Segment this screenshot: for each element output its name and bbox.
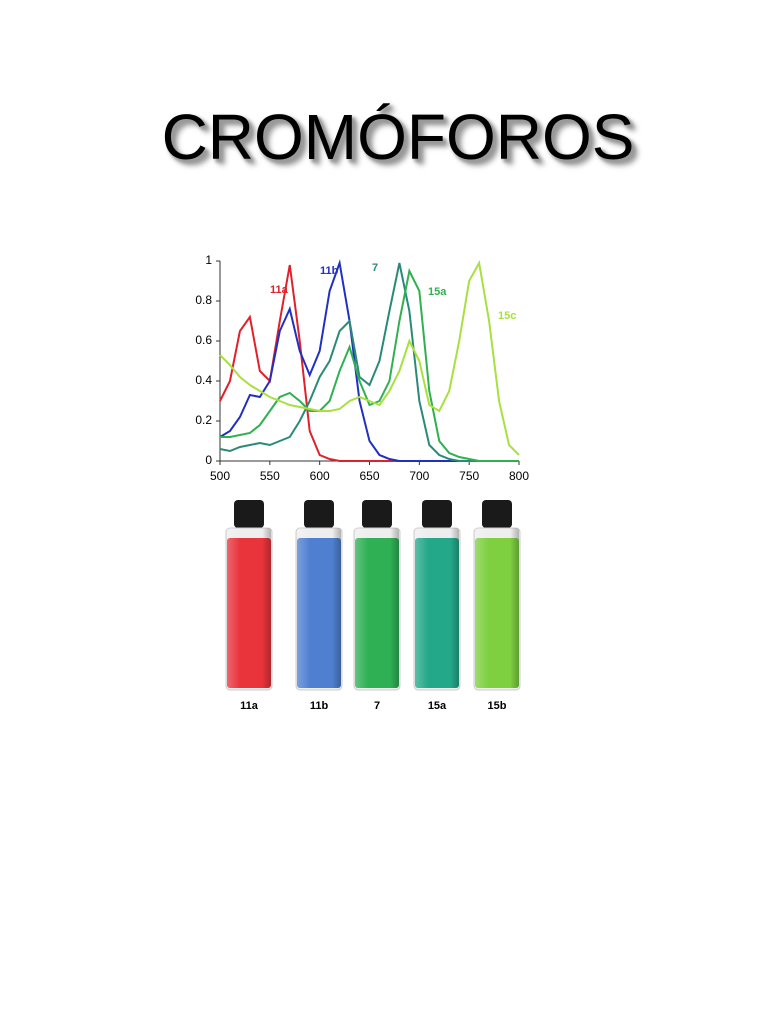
vial-shine — [227, 528, 271, 688]
series-line — [219, 262, 519, 462]
series-label: 15c — [498, 310, 516, 322]
y-tick-label: 0.6 — [195, 333, 212, 347]
x-tick-label: 700 — [409, 469, 429, 483]
vial-label: 15b — [488, 700, 507, 712]
vial-label: 15a — [428, 700, 447, 712]
y-tick-label: 1 — [205, 253, 212, 267]
series-label: 11a — [270, 284, 289, 296]
vial-photo: 11a 11b 7 15a 15b — [225, 500, 521, 712]
vial-cap — [304, 500, 334, 528]
vial-cap — [422, 500, 452, 528]
vial-label: 11a — [240, 700, 259, 712]
x-tick-label: 650 — [359, 469, 379, 483]
vial-shine — [415, 528, 459, 688]
x-tick-label: 550 — [260, 469, 280, 483]
x-tick-label: 750 — [459, 469, 479, 483]
vial-label: 7 — [374, 700, 380, 712]
x-tick-label: 800 — [509, 469, 529, 483]
vial-label: 11b — [310, 700, 329, 712]
y-tick-label: 0.2 — [195, 413, 212, 427]
series-label: 11b — [320, 265, 339, 277]
x-tick-label: 500 — [210, 469, 230, 483]
vial-shine — [297, 528, 341, 688]
vial-shine — [475, 528, 519, 688]
y-tick-label: 0.8 — [195, 293, 212, 307]
series-line — [219, 259, 519, 462]
x-tick-label: 600 — [310, 469, 330, 483]
vial-shine — [355, 528, 399, 688]
series-line — [220, 267, 519, 462]
vial-cap — [234, 500, 264, 528]
y-tick-label: 0 — [205, 453, 212, 467]
page-title: CROMÓFOROS — [162, 101, 635, 173]
series-label: 15a — [428, 286, 447, 298]
series-line — [219, 260, 520, 456]
vial-cap — [482, 500, 512, 528]
series-label: 7 — [372, 262, 378, 274]
series-line — [219, 264, 519, 462]
vial-cap — [362, 500, 392, 528]
y-tick-label: 0.4 — [195, 373, 212, 387]
